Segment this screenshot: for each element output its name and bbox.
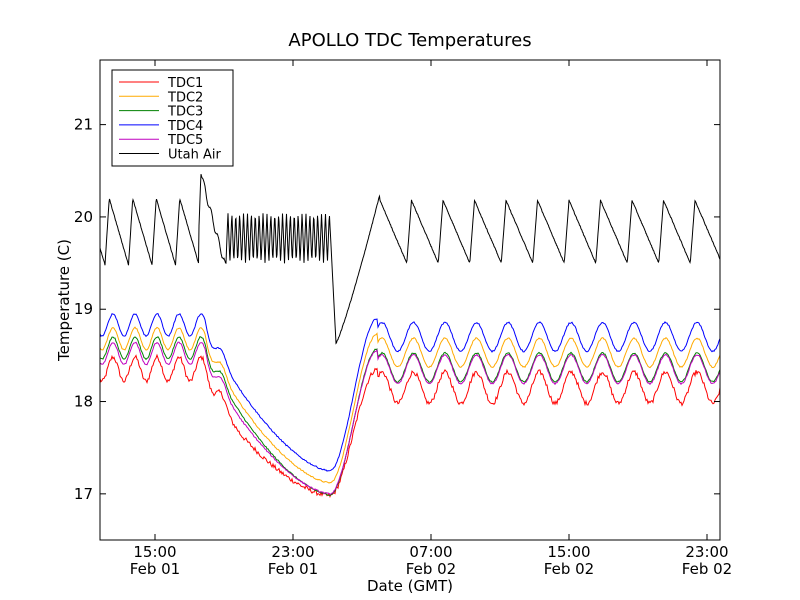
legend-label: TDC1 bbox=[167, 76, 203, 91]
y-tick-label: 20 bbox=[74, 208, 93, 226]
y-tick-label: 21 bbox=[74, 116, 93, 134]
chart-title: APOLLO TDC Temperatures bbox=[288, 30, 531, 51]
legend-label: TDC3 bbox=[167, 105, 203, 120]
y-tick-label: 17 bbox=[74, 485, 93, 503]
series-line-tdc1 bbox=[100, 353, 720, 498]
x-tick-time-label: 15:00 bbox=[133, 543, 176, 561]
y-axis-label: Temperature (C) bbox=[55, 239, 73, 362]
y-tick-label: 18 bbox=[74, 393, 93, 411]
x-tick-time-label: 07:00 bbox=[409, 543, 452, 561]
legend-label: TDC4 bbox=[167, 119, 203, 134]
plot-frame bbox=[99, 59, 721, 541]
legend-label: TDC5 bbox=[167, 133, 203, 148]
x-tick-date-label: Feb 01 bbox=[130, 560, 180, 578]
series-layer bbox=[100, 174, 720, 498]
x-tick-date-label: Feb 02 bbox=[406, 560, 456, 578]
x-tick-date-label: Feb 02 bbox=[544, 560, 594, 578]
series-line-tdc4 bbox=[100, 313, 720, 472]
x-tick-time-label: 15:00 bbox=[547, 543, 590, 561]
x-tick-time-label: 23:00 bbox=[685, 543, 728, 561]
series-line-tdc3 bbox=[100, 336, 720, 496]
series-line-tdc5 bbox=[100, 341, 720, 496]
x-axis-label: Date (GMT) bbox=[367, 577, 453, 595]
legend-label: TDC2 bbox=[167, 90, 203, 105]
x-tick-date-label: Feb 01 bbox=[268, 560, 318, 578]
legend-label: Utah Air bbox=[168, 148, 221, 163]
x-tick-time-label: 23:00 bbox=[271, 543, 314, 561]
y-tick-label: 19 bbox=[74, 300, 93, 318]
x-tick-date-label: Feb 02 bbox=[682, 560, 732, 578]
legend-box bbox=[111, 69, 234, 167]
series-line-utah-air bbox=[100, 174, 720, 345]
series-line-tdc2 bbox=[100, 326, 720, 484]
